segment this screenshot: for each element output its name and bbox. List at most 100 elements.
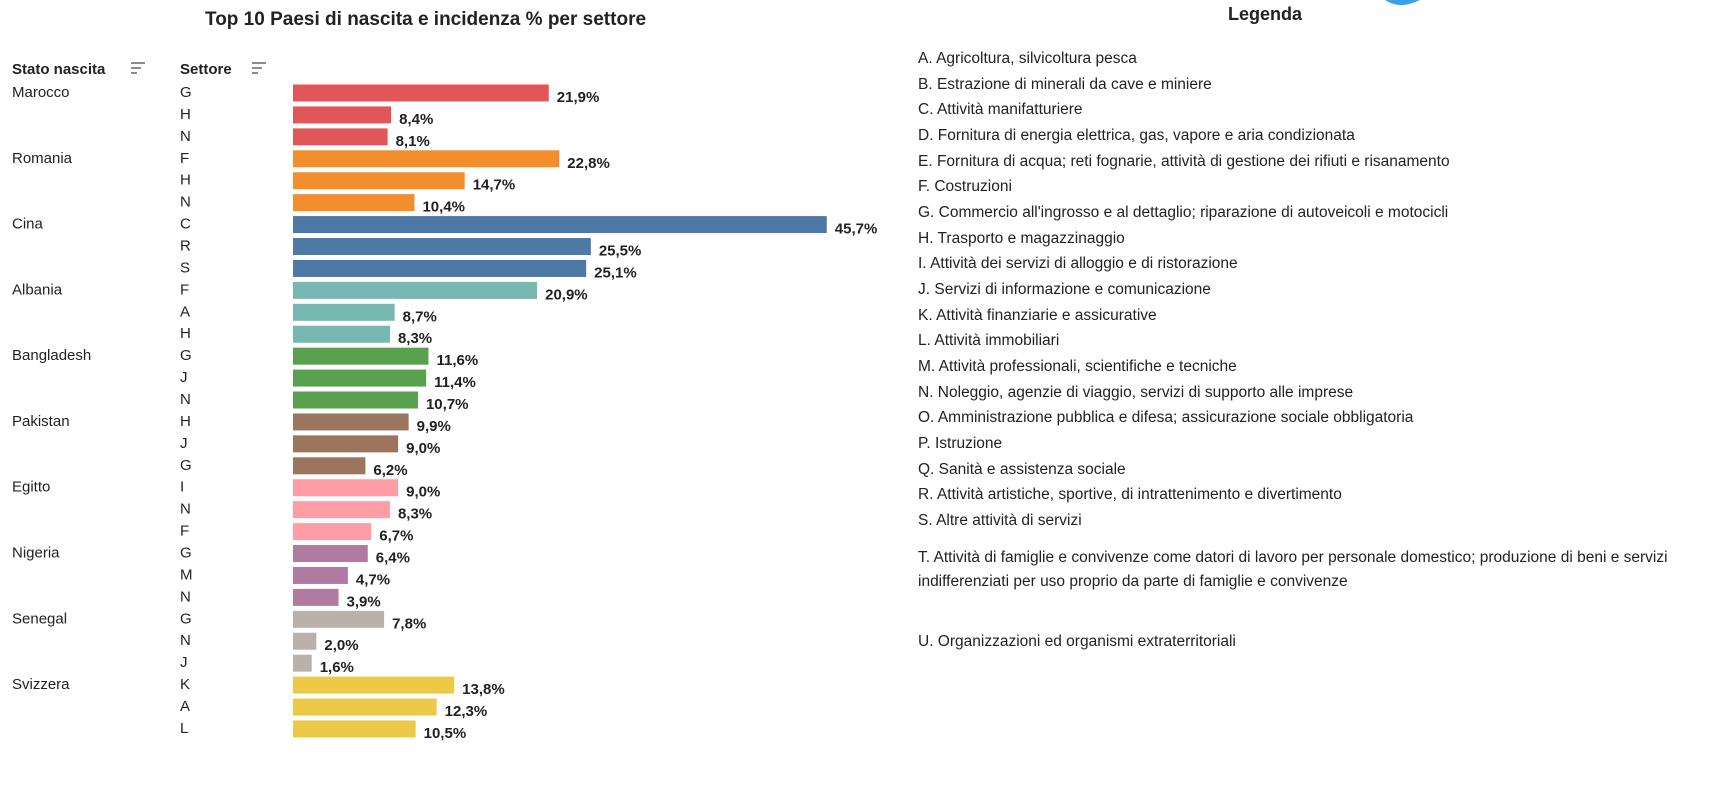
value-label: 10,4% bbox=[422, 199, 465, 216]
sector-label: H bbox=[180, 172, 191, 189]
bar bbox=[293, 413, 409, 431]
sector-label: N bbox=[180, 501, 191, 518]
value-label: 7,8% bbox=[392, 615, 426, 632]
country-label: Albania bbox=[12, 281, 63, 298]
country-label: Egitto bbox=[12, 479, 50, 496]
bar bbox=[293, 501, 390, 519]
sector-label: M bbox=[180, 566, 193, 583]
bar bbox=[293, 588, 339, 606]
bar bbox=[293, 435, 399, 453]
country-label: Romania bbox=[12, 150, 73, 167]
value-label: 8,4% bbox=[399, 111, 433, 128]
sector-label: F bbox=[180, 523, 189, 540]
sector-label: A bbox=[180, 698, 190, 715]
value-label: 8,7% bbox=[403, 308, 437, 325]
sector-label: G bbox=[180, 457, 192, 474]
sector-label: G bbox=[180, 610, 192, 627]
bar bbox=[293, 325, 390, 343]
bar bbox=[293, 545, 368, 563]
bar bbox=[293, 654, 312, 672]
bar bbox=[293, 172, 465, 190]
value-label: 6,4% bbox=[376, 549, 410, 566]
bar bbox=[293, 347, 429, 365]
sector-label: G bbox=[180, 84, 192, 101]
sector-label: H bbox=[180, 106, 191, 123]
value-label: 21,9% bbox=[557, 89, 600, 106]
bar bbox=[293, 479, 399, 497]
bar bbox=[293, 610, 385, 628]
sector-label: J bbox=[180, 435, 188, 452]
sector-label: F bbox=[180, 150, 189, 167]
value-label: 4,7% bbox=[356, 571, 390, 588]
value-label: 10,7% bbox=[426, 396, 469, 413]
bar bbox=[293, 457, 366, 475]
bar bbox=[293, 698, 437, 716]
bar bbox=[293, 194, 415, 212]
sort-icon[interactable] bbox=[131, 62, 145, 74]
value-label: 12,3% bbox=[445, 703, 488, 720]
bar bbox=[293, 523, 372, 541]
sector-label: L bbox=[180, 720, 188, 737]
country-label: Pakistan bbox=[12, 413, 70, 430]
bar bbox=[293, 259, 587, 277]
bar bbox=[293, 84, 549, 102]
value-label: 3,9% bbox=[347, 593, 381, 610]
value-label: 9,9% bbox=[417, 418, 451, 435]
bar bbox=[293, 303, 395, 321]
column-header: Stato nascita bbox=[12, 61, 106, 78]
sector-label: G bbox=[180, 544, 192, 561]
country-label: Cina bbox=[12, 216, 44, 233]
value-label: 9,0% bbox=[406, 484, 440, 501]
value-label: 6,7% bbox=[379, 528, 413, 545]
sector-label: N bbox=[180, 391, 191, 408]
country-label: Svizzera bbox=[12, 676, 70, 693]
sector-label: R bbox=[180, 237, 191, 254]
value-label: 11,6% bbox=[436, 352, 478, 369]
sector-label: S bbox=[180, 259, 190, 276]
bar bbox=[293, 238, 591, 256]
bar bbox=[293, 281, 538, 299]
sector-label: N bbox=[180, 632, 191, 649]
sector-label: H bbox=[180, 413, 191, 430]
value-label: 45,7% bbox=[835, 221, 878, 238]
sector-label: C bbox=[180, 216, 191, 233]
sector-label: G bbox=[180, 347, 192, 364]
logo-fragment bbox=[1385, 0, 1420, 5]
sector-label: K bbox=[180, 676, 190, 693]
sector-label: N bbox=[180, 588, 191, 605]
bar bbox=[293, 391, 418, 409]
bar bbox=[293, 632, 317, 650]
bar bbox=[293, 150, 560, 168]
country-label: Nigeria bbox=[12, 544, 60, 561]
value-label: 25,5% bbox=[599, 242, 642, 259]
bar bbox=[293, 106, 392, 124]
value-label: 10,5% bbox=[424, 725, 467, 742]
value-label: 6,2% bbox=[373, 462, 407, 479]
sector-label: I bbox=[180, 479, 184, 496]
sort-icon[interactable] bbox=[252, 62, 266, 74]
value-label: 25,1% bbox=[594, 264, 637, 281]
value-label: 8,3% bbox=[398, 330, 432, 347]
value-label: 9,0% bbox=[406, 440, 440, 457]
bar bbox=[293, 128, 388, 146]
sector-label: N bbox=[180, 194, 191, 211]
sector-label: A bbox=[180, 303, 190, 320]
value-label: 14,7% bbox=[473, 177, 516, 194]
sector-label: H bbox=[180, 325, 191, 342]
bar bbox=[293, 720, 416, 738]
value-label: 8,1% bbox=[396, 133, 430, 150]
value-label: 2,0% bbox=[324, 637, 358, 654]
value-label: 20,9% bbox=[545, 286, 588, 303]
sector-label: J bbox=[180, 369, 188, 386]
bar bbox=[293, 216, 827, 234]
bar bbox=[293, 566, 348, 584]
bar bbox=[293, 676, 455, 694]
country-label: Senegal bbox=[12, 610, 67, 627]
bar bbox=[293, 369, 427, 387]
value-label: 8,3% bbox=[398, 506, 432, 523]
sector-label: J bbox=[180, 654, 188, 671]
chart-title: Top 10 Paesi di nascita e incidenza % pe… bbox=[205, 9, 646, 30]
sector-label: F bbox=[180, 281, 189, 298]
sector-label: N bbox=[180, 128, 191, 145]
